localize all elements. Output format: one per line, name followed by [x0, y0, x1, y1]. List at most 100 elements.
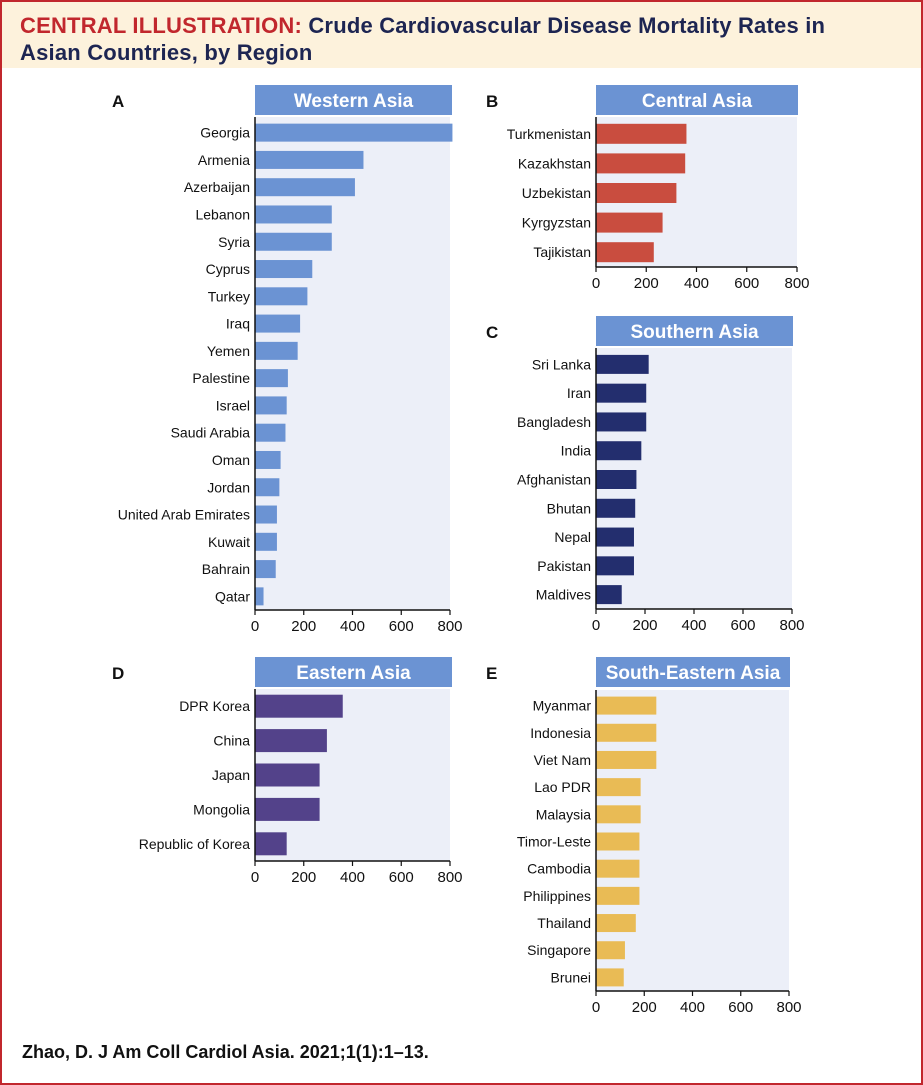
panel-d-title-bar — [255, 657, 452, 687]
panel-a-label-bahrain: Bahrain — [202, 561, 250, 577]
panel-b-label-kyrgyzstan: Kyrgyzstan — [522, 215, 591, 231]
panel-a-label-israel: Israel — [216, 397, 250, 413]
panel-e-bar-thailand — [596, 914, 636, 933]
panel-a-bar-united-arab-emirates — [255, 505, 277, 524]
panel-a-bar-saudi-arabia — [255, 423, 286, 442]
panel-e-letter: E — [486, 664, 497, 683]
panel-c-label-nepal: Nepal — [554, 529, 591, 545]
panel-c-tick-label-600: 600 — [730, 617, 755, 634]
panel-c-bar-nepal — [596, 527, 634, 547]
panel-d-label-mongolia: Mongolia — [193, 801, 250, 817]
panel-c-bar-afghanistan — [596, 470, 637, 489]
panel-b-label-uzbekistan: Uzbekistan — [522, 185, 591, 201]
panel-e-tick-label-800: 800 — [776, 999, 801, 1016]
panel-a-label-azerbaijan: Azerbaijan — [184, 179, 250, 195]
panel-a-bar-yemen — [255, 341, 298, 360]
panel-b-bar-turkmenistan — [596, 123, 687, 144]
panel-b-bar-kyrgyzstan — [596, 212, 663, 233]
panel-e-bar-indonesia — [596, 723, 657, 742]
panel-d-tick-label-800: 800 — [437, 869, 462, 886]
panel-a-label-jordan: Jordan — [207, 479, 250, 495]
panel-e-bar-philippines — [596, 886, 640, 905]
panel-a-bar-jordan — [255, 478, 280, 497]
panel-d-label-china: China — [213, 733, 250, 749]
panel-e-title-bar — [596, 657, 790, 687]
panel-c-label-india: India — [561, 443, 592, 459]
panel-b-title-bar — [596, 85, 798, 115]
panel-a-label-palestine: Palestine — [192, 370, 250, 386]
panel-d-label-dpr-korea: DPR Korea — [179, 698, 250, 714]
panel-d-title: Eastern Asia — [296, 663, 411, 684]
panel-e-bar-lao-pdr — [596, 778, 641, 797]
panel-a-bar-armenia — [255, 150, 364, 169]
panel-a-bar-georgia — [255, 123, 453, 142]
panel-d-label-republic-of-korea: Republic of Korea — [139, 836, 251, 852]
panel-e-bar-singapore — [596, 941, 625, 960]
panel-b-tick-label-400: 400 — [684, 275, 709, 292]
panel-e-bar-viet-nam — [596, 750, 657, 769]
panel-c-bar-bangladesh — [596, 412, 647, 432]
panel-b-label-tajikistan: Tajikistan — [533, 244, 591, 260]
panel-e-label-malaysia: Malaysia — [536, 806, 591, 822]
panel-b-label-kazakhstan: Kazakhstan — [518, 155, 591, 171]
panel-e-label-myanmar: Myanmar — [533, 698, 592, 714]
panel-a-plot-area — [255, 117, 450, 610]
panel-e-bar-cambodia — [596, 859, 640, 878]
panel-e-tick-label-600: 600 — [728, 999, 753, 1016]
panel-a-bar-azerbaijan — [255, 178, 355, 197]
panel-e-label-indonesia: Indonesia — [530, 725, 591, 741]
panel-d-tick-label-0: 0 — [251, 869, 259, 886]
panel-a-label-oman: Oman — [212, 452, 250, 468]
header-title-line-2: Asian Countries, by Region — [20, 40, 313, 65]
panel-b-bar-tajikistan — [596, 242, 654, 263]
panel-a-title: Western Asia — [294, 91, 414, 112]
panel-a-bar-kuwait — [255, 532, 277, 551]
panel-b-title: Central Asia — [642, 91, 753, 112]
panel-b-bar-uzbekistan — [596, 183, 677, 203]
panel-a-label-united-arab-emirates: United Arab Emirates — [118, 507, 250, 523]
panel-a-tick-label-400: 400 — [340, 618, 365, 635]
header-title-line-1: Crude Cardiovascular Disease Mortality R… — [308, 13, 826, 38]
panel-e-bar-timor-leste — [596, 832, 640, 851]
panel-b-bar-kazakhstan — [596, 153, 686, 174]
panel-d-tick-label-400: 400 — [340, 869, 365, 886]
panel-a-label-lebanon: Lebanon — [195, 206, 250, 222]
panel-b-tick-label-200: 200 — [634, 275, 659, 292]
panel-c-tick-label-200: 200 — [632, 617, 657, 634]
panel-e-bar-brunei — [596, 968, 624, 987]
panel-a-bar-turkey — [255, 287, 308, 306]
panel-a-label-iraq: Iraq — [226, 316, 250, 332]
panel-c-tick-label-0: 0 — [592, 617, 600, 634]
panel-d-tick-label-600: 600 — [389, 869, 414, 886]
panel-d-bar-japan — [255, 763, 320, 787]
panel-d-bar-mongolia — [255, 797, 320, 821]
panel-c-label-pakistan: Pakistan — [537, 558, 591, 574]
panel-c-bar-pakistan — [596, 556, 634, 576]
panel-a-label-yemen: Yemen — [207, 343, 250, 359]
panel-c-tick-label-400: 400 — [681, 617, 706, 634]
panel-a-label-cyprus: Cyprus — [206, 261, 250, 277]
panel-c-title-bar — [596, 316, 793, 346]
panel-a-bar-palestine — [255, 369, 288, 388]
panel-e-tick-label-400: 400 — [680, 999, 705, 1016]
panel-a-label-qatar: Qatar — [215, 588, 250, 604]
panel-d-bar-dpr-korea — [255, 694, 343, 718]
panel-e-label-brunei: Brunei — [551, 969, 591, 985]
panel-a-bar-lebanon — [255, 205, 332, 224]
panel-e-label-timor-leste: Timor-Leste — [517, 834, 591, 850]
citation: Zhao, D. J Am Coll Cardiol Asia. 2021;1(… — [22, 1042, 429, 1062]
panel-a-bar-iraq — [255, 314, 301, 333]
panel-e-label-singapore: Singapore — [527, 942, 591, 958]
panel-d-bar-republic-of-korea — [255, 832, 287, 856]
panel-a-bar-israel — [255, 396, 287, 415]
panel-e-label-cambodia: Cambodia — [527, 861, 591, 877]
panel-c-bar-sri-lanka — [596, 354, 649, 374]
panel-a-tick-label-0: 0 — [251, 618, 259, 635]
panel-c-bar-iran — [596, 383, 647, 403]
panel-e-label-viet-nam: Viet Nam — [534, 752, 591, 768]
panel-c-letter: C — [486, 323, 498, 342]
panel-b-tick-label-0: 0 — [592, 275, 600, 292]
panel-e-bar-myanmar — [596, 696, 657, 715]
